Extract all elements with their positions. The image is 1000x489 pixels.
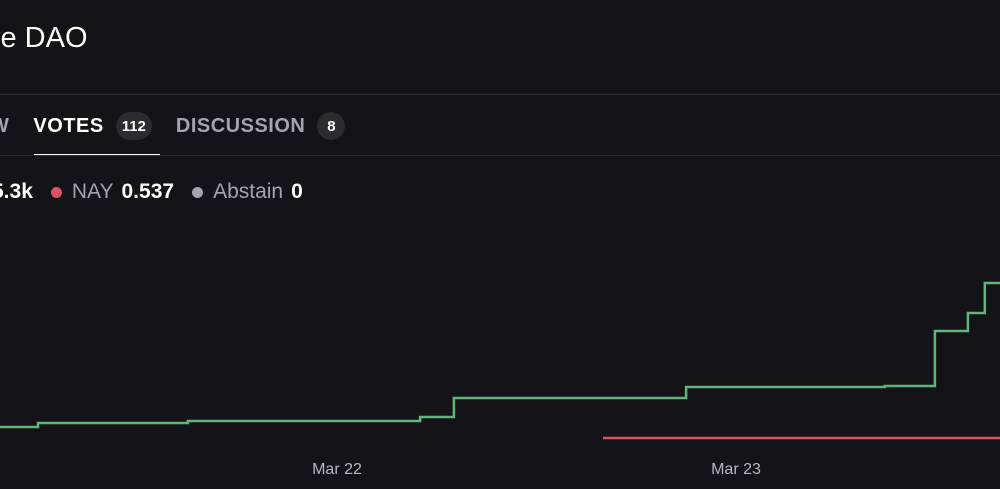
abstain-dot-icon xyxy=(192,186,204,198)
tab-bar: W VOTES 112 DISCUSSION 8 xyxy=(0,110,369,142)
nay-label: NAY xyxy=(71,180,114,203)
yay-series-line xyxy=(0,281,1000,429)
tab-discussion[interactable]: DISCUSSION 8 xyxy=(175,110,346,142)
nay-value: 0.537 xyxy=(121,180,175,203)
x-tick-label: Mar 22 xyxy=(312,461,362,478)
x-tick-label: Mar 23 xyxy=(711,461,761,478)
abstain-label: Abstain xyxy=(213,180,284,203)
tab-label: W xyxy=(0,115,9,138)
tabs-divider xyxy=(0,155,1000,156)
tab-overview[interactable]: W xyxy=(0,110,9,142)
page-title: ve DAO xyxy=(0,22,88,54)
tab-label: VOTES xyxy=(33,114,104,137)
divider xyxy=(0,94,1000,95)
vote-stats: 5.3k NAY 0.537 Abstain 0 xyxy=(0,180,321,204)
tab-label: DISCUSSION xyxy=(175,114,306,137)
yay-value: 5.3k xyxy=(0,180,33,203)
abstain-value: 0 xyxy=(291,180,303,203)
tab-votes[interactable]: VOTES 112 xyxy=(33,110,152,142)
votes-count-badge: 112 xyxy=(115,112,152,140)
discussion-count-badge: 8 xyxy=(317,112,346,140)
nay-dot-icon xyxy=(50,186,62,198)
